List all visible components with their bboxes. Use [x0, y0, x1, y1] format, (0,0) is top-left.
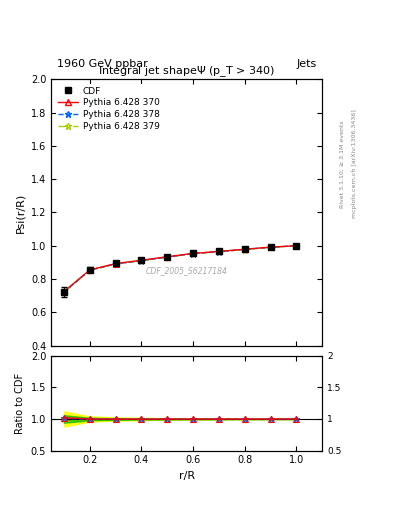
Pythia 6.428 379 — [88, 267, 92, 273]
Pythia 6.428 379 — [217, 249, 221, 255]
Pythia 6.428 378 — [165, 254, 170, 260]
Pythia 6.428 370 — [294, 243, 299, 249]
Text: Jets: Jets — [297, 59, 317, 69]
Text: mcplots.cern.ch [arXiv:1306.3436]: mcplots.cern.ch [arXiv:1306.3436] — [352, 110, 357, 218]
Text: Rivet 3.1.10; ≥ 3.1M events: Rivet 3.1.10; ≥ 3.1M events — [340, 120, 345, 208]
X-axis label: r/R: r/R — [178, 471, 195, 481]
Pythia 6.428 378 — [191, 250, 195, 257]
Pythia 6.428 378 — [88, 267, 92, 273]
Pythia 6.428 379 — [165, 254, 170, 260]
Pythia 6.428 370 — [165, 253, 170, 260]
Line: Pythia 6.428 370: Pythia 6.428 370 — [61, 243, 299, 294]
Pythia 6.428 378 — [268, 244, 273, 250]
Text: CDF_2005_S6217184: CDF_2005_S6217184 — [146, 267, 228, 275]
Pythia 6.428 378 — [217, 248, 221, 254]
Pythia 6.428 379 — [268, 244, 273, 250]
Line: Pythia 6.428 378: Pythia 6.428 378 — [61, 242, 300, 295]
Y-axis label: Psi(r/R): Psi(r/R) — [15, 193, 25, 232]
Pythia 6.428 370 — [217, 248, 221, 254]
Pythia 6.428 379 — [139, 258, 144, 264]
Pythia 6.428 379 — [191, 251, 195, 257]
Line: Pythia 6.428 379: Pythia 6.428 379 — [61, 242, 300, 296]
Pythia 6.428 378 — [139, 258, 144, 264]
Pythia 6.428 378 — [242, 246, 247, 252]
Pythia 6.428 379 — [294, 243, 299, 249]
Pythia 6.428 379 — [113, 261, 118, 267]
Text: 1960 GeV ppbar: 1960 GeV ppbar — [57, 59, 147, 69]
Pythia 6.428 379 — [62, 289, 66, 295]
Pythia 6.428 379 — [242, 246, 247, 252]
Pythia 6.428 370 — [113, 261, 118, 267]
Legend: CDF, Pythia 6.428 370, Pythia 6.428 378, Pythia 6.428 379: CDF, Pythia 6.428 370, Pythia 6.428 378,… — [55, 84, 162, 134]
Pythia 6.428 370 — [242, 246, 247, 252]
Title: Integral jet shape$\Psi$ (p_T > 340): Integral jet shape$\Psi$ (p_T > 340) — [98, 65, 275, 79]
Pythia 6.428 370 — [88, 267, 92, 273]
Pythia 6.428 370 — [268, 244, 273, 250]
Pythia 6.428 378 — [113, 261, 118, 267]
Pythia 6.428 370 — [139, 257, 144, 263]
Pythia 6.428 378 — [294, 243, 299, 249]
Pythia 6.428 378 — [62, 289, 66, 295]
Pythia 6.428 370 — [62, 288, 66, 294]
Pythia 6.428 370 — [191, 250, 195, 257]
Y-axis label: Ratio to CDF: Ratio to CDF — [15, 373, 25, 434]
